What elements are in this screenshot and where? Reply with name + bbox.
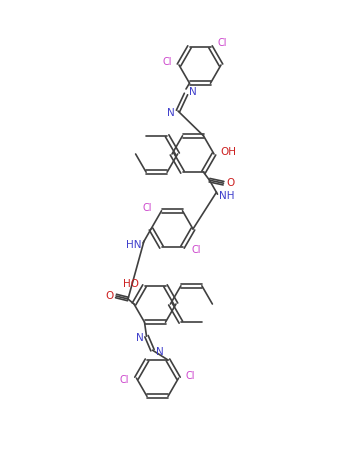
- Text: Cl: Cl: [120, 375, 129, 385]
- Text: N: N: [167, 108, 175, 118]
- Text: HO: HO: [122, 279, 138, 289]
- Text: Cl: Cl: [162, 57, 172, 67]
- Text: Cl: Cl: [218, 38, 227, 48]
- Text: O: O: [226, 178, 235, 188]
- Text: NH: NH: [219, 191, 234, 201]
- Text: OH: OH: [220, 147, 236, 157]
- Text: N: N: [189, 87, 197, 97]
- Text: O: O: [105, 291, 113, 301]
- Text: HN: HN: [126, 240, 142, 250]
- Text: N: N: [156, 347, 164, 357]
- Text: Cl: Cl: [143, 203, 152, 213]
- Text: Cl: Cl: [192, 245, 201, 255]
- Text: N: N: [136, 333, 144, 343]
- Text: Cl: Cl: [186, 371, 195, 381]
